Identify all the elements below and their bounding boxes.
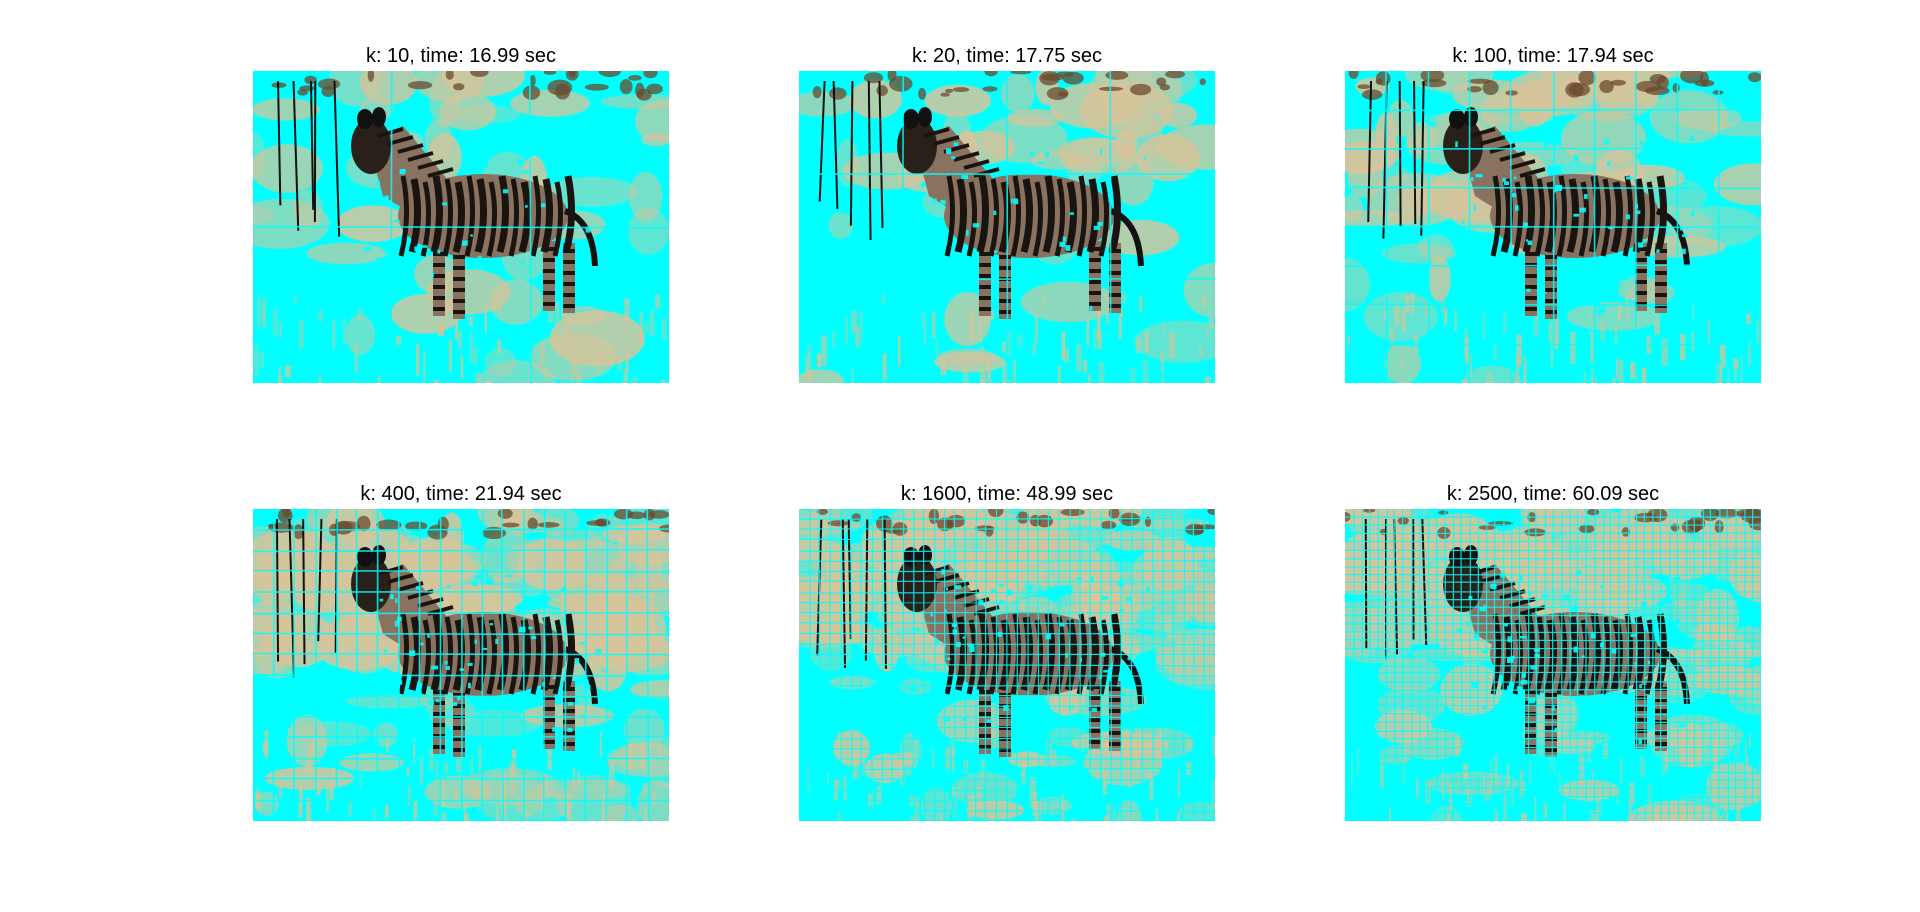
subplot-title: k: 1600, time: 48.99 sec: [900, 483, 1114, 505]
subplot-title: k: 400, time: 21.94 sec: [360, 483, 562, 505]
subplot-title: k: 2500, time: 60.09 sec: [1446, 483, 1660, 505]
subplot-title: k: 100, time: 17.94 sec: [1452, 45, 1654, 67]
subplot-title: k: 20, time: 17.75 sec: [911, 45, 1103, 67]
zebra-superpixel-image: [253, 509, 669, 821]
zebra-superpixel-image: [1345, 509, 1761, 821]
zebra-superpixel-image: [799, 71, 1215, 383]
zebra-superpixel-image: [253, 71, 669, 383]
zebra-superpixel-image: [799, 509, 1215, 821]
subplot-title: k: 10, time: 16.99 sec: [365, 45, 557, 67]
zebra-superpixel-image: [1345, 71, 1761, 383]
